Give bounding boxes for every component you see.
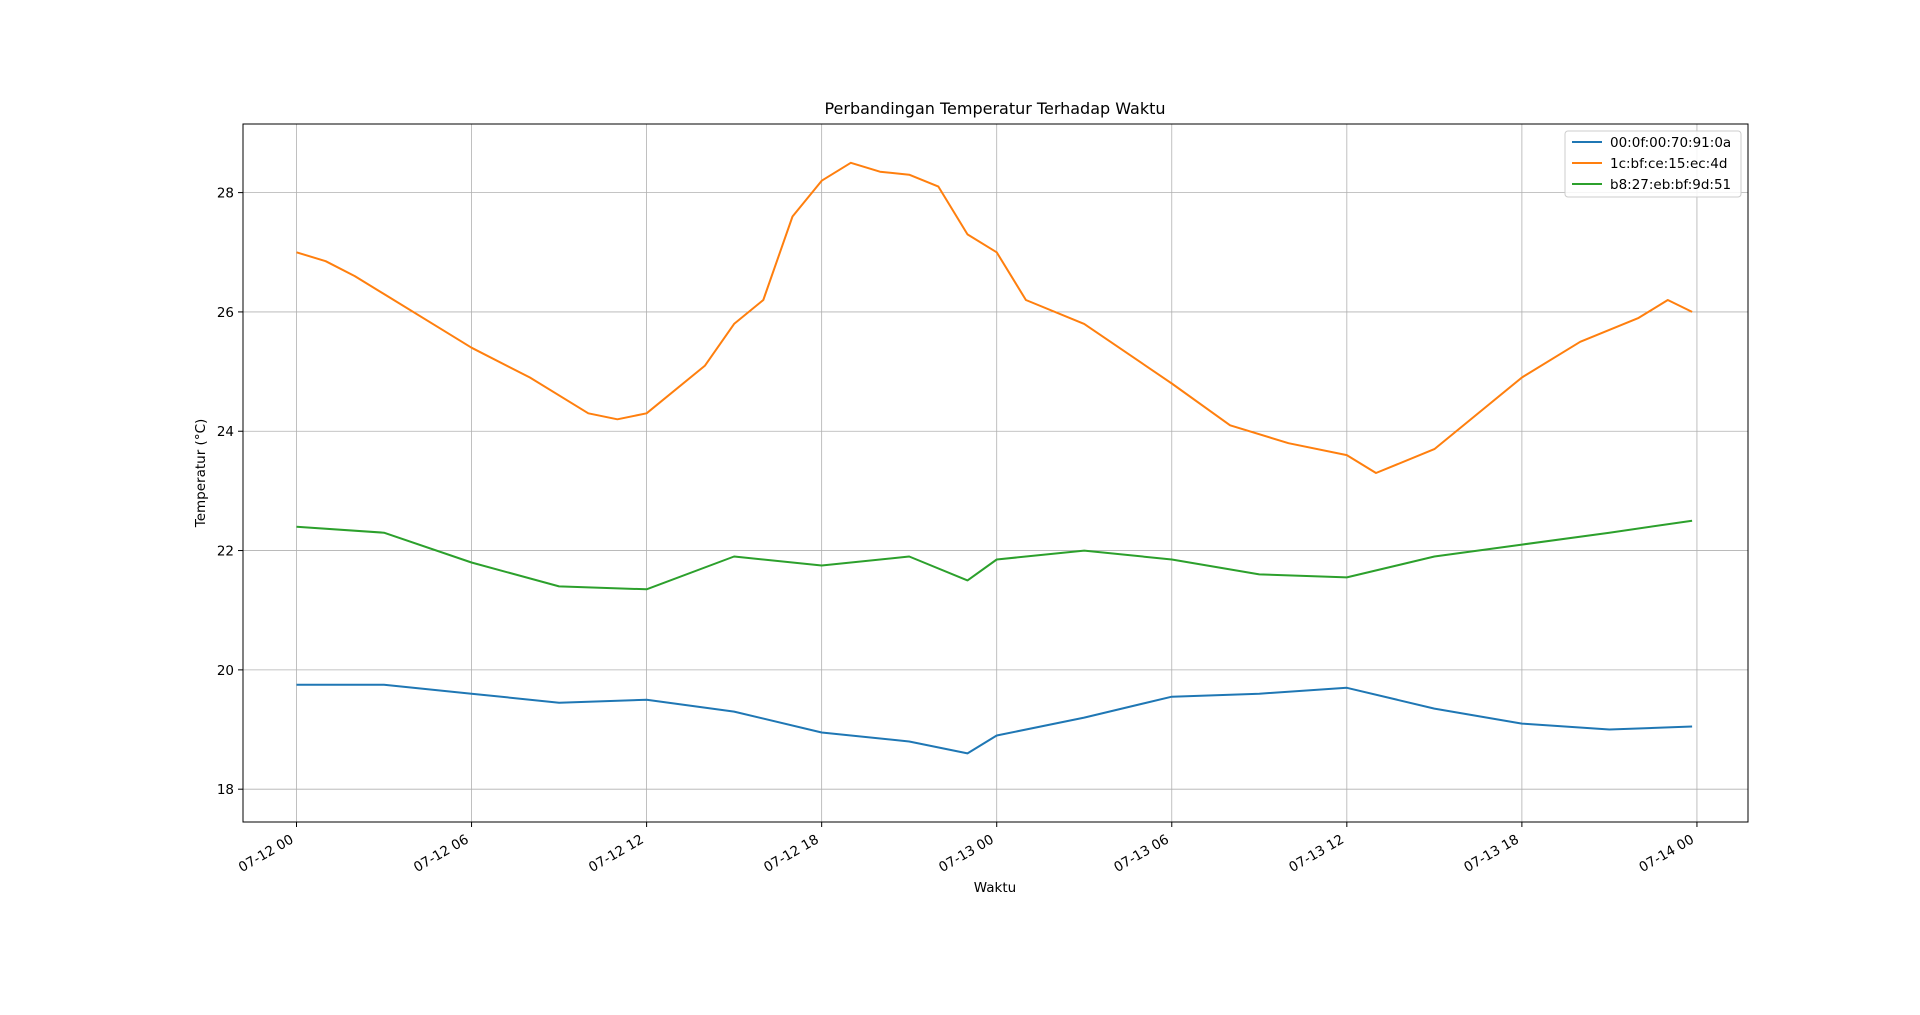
- series-line-1: [296, 683, 1693, 755]
- y-tick-label: 24: [217, 424, 234, 440]
- legend-entry-3: b8:27:eb:bf:9d:51: [1572, 177, 1731, 193]
- legend-box: [1564, 130, 1742, 198]
- y-tick-label: 28: [217, 186, 234, 202]
- plot-area: [296, 161, 1693, 755]
- y-axis-label: Temperatur (°C): [193, 419, 209, 529]
- legend-label: 00:0f:00:70:91:0a: [1610, 135, 1731, 151]
- legend-label: 1c:bf:ce:15:ec:4d: [1610, 156, 1727, 172]
- y-tick-label: 18: [217, 782, 234, 798]
- y-tick-label: 26: [217, 305, 234, 321]
- legend-entry-1: 00:0f:00:70:91:0a: [1572, 135, 1731, 151]
- legend-entry-2: 1c:bf:ce:15:ec:4d: [1572, 156, 1727, 172]
- grid: [243, 124, 1748, 822]
- series-line-2: [296, 161, 1693, 474]
- y-tick-label: 22: [217, 544, 234, 560]
- legend-label: b8:27:eb:bf:9d:51: [1610, 177, 1731, 193]
- legend: 00:0f:00:70:91:0a 1c:bf:ce:15:ec:4d b8:2…: [1564, 130, 1742, 198]
- y-tick-label: 20: [217, 663, 234, 679]
- axes-frame: [242, 123, 1749, 823]
- series-line-3: [296, 519, 1693, 591]
- chart-title: Perbandingan Temperatur Terhadap Waktu: [824, 99, 1165, 118]
- x-axis-label: Waktu: [974, 880, 1016, 896]
